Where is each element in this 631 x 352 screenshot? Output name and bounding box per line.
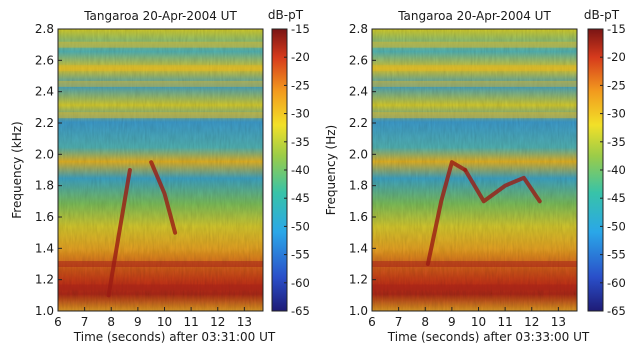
x-tick-label: 8	[107, 315, 115, 329]
y-tick-label: 2.6	[35, 53, 54, 67]
colorbar-tick-label: -45	[607, 191, 626, 205]
spectrogram-panel-right: 1.0 1.2 1.4 1.6 1.8 2.0 2.2 2.4 2.6 2.8 6 7 8 9 10 11 12…	[324, 8, 626, 344]
colorbar-tick-label: -15	[291, 22, 310, 36]
y-tick-label: 1.0	[349, 304, 368, 318]
y-tick-label: 1.8	[349, 179, 368, 193]
colorbar-tick-label: -15	[607, 22, 626, 36]
x-tick-label: 13	[237, 315, 252, 329]
colorbar-tick-label: -65	[607, 304, 626, 318]
horizontal-band	[58, 112, 263, 119]
heatmap-background	[58, 29, 263, 311]
x-axis-label: Time (seconds) after 03:31:00 UT	[73, 330, 276, 344]
y-tick-label: 2.4	[349, 85, 368, 99]
y-tick-label: 2.4	[35, 85, 54, 99]
y-tick-label: 1.4	[349, 241, 368, 255]
plot-frame	[57, 28, 264, 312]
plot-frame	[371, 28, 578, 312]
colorbar-tick-label: -35	[607, 135, 626, 149]
y-tick-label: 1.2	[349, 273, 368, 287]
second-tone-trace	[149, 160, 178, 235]
y-tick-label: 2.2	[35, 116, 54, 130]
x-tick-label: 12	[524, 315, 539, 329]
colorbar-tick-label: -60	[291, 276, 310, 290]
colorbar-label: dB-pT	[584, 8, 620, 22]
y-tick-label: 2.8	[349, 22, 368, 36]
y-axis-label: Frequency (Hz)	[324, 125, 338, 216]
horizontal-band	[58, 80, 263, 87]
y-tick-label: 2.8	[35, 22, 54, 36]
y-tick-label: 2.0	[35, 147, 54, 161]
y-tick-label: 1.6	[349, 210, 368, 224]
colorbar-tick-label: -40	[607, 163, 626, 177]
horizontal-band	[58, 65, 263, 72]
colorbar-tick-label: -60	[607, 276, 626, 290]
x-tick-label: 10	[471, 315, 486, 329]
x-tick-label: 6	[54, 315, 62, 329]
horizontal-band	[372, 112, 577, 119]
colorbar-tick-label: -25	[607, 78, 626, 92]
rising-tone-trace	[106, 168, 132, 298]
second-tone-trace	[463, 168, 542, 204]
x-tick-label: 7	[81, 315, 89, 329]
x-tick-label: 6	[368, 315, 376, 329]
x-tick-label: 9	[134, 315, 142, 329]
y-tick-label: 1.6	[35, 210, 54, 224]
x-tick-label: 12	[210, 315, 225, 329]
colorbar-tick-label: -55	[607, 248, 626, 262]
x-tick-label: 13	[551, 315, 566, 329]
x-tick-label: 11	[183, 315, 198, 329]
y-tick-label: 2.6	[349, 53, 368, 67]
x-tick-label: 10	[157, 315, 172, 329]
colorbar-label: dB-pT	[268, 8, 304, 22]
x-tick-label: 11	[497, 315, 512, 329]
colorbar-tick-label: -40	[291, 163, 310, 177]
colorbar-tick-label: -25	[291, 78, 310, 92]
x-axis-label: Time (seconds) after 03:33:00 UT	[387, 330, 590, 344]
y-tick-label: 2.0	[349, 147, 368, 161]
y-tick-label: 1.4	[35, 241, 54, 255]
y-tick-label: 1.0	[35, 304, 54, 318]
colorbar-tick-label: -20	[607, 50, 626, 64]
horizontal-band	[58, 41, 263, 48]
colorbar-tick-label: -55	[291, 248, 310, 262]
rising-tone-trace	[425, 160, 468, 266]
horizontal-band	[372, 65, 577, 72]
horizontal-band	[372, 261, 577, 267]
y-axis-label: Frequency (kHz)	[10, 121, 24, 218]
horizontal-band	[58, 261, 263, 267]
colorbar-tick-label: -30	[607, 107, 626, 121]
x-tick-label: 8	[421, 315, 429, 329]
y-tick-label: 2.2	[349, 116, 368, 130]
colorbar-tick-label: -35	[291, 135, 310, 149]
colorbar-tick-label: -50	[291, 219, 310, 233]
spectrogram-panel-left: 1.0 1.2 1.4 1.6 1.8 2.0 2.2 2.4 2.6 2.8 6 7 8 9 10 11 12…	[10, 8, 310, 344]
chart-title: Tangaroa 20-Apr-2004 UT	[397, 9, 551, 23]
colorbar-tick-label: -30	[291, 107, 310, 121]
chart-title: Tangaroa 20-Apr-2004 UT	[83, 9, 237, 23]
horizontal-band	[58, 284, 263, 291]
horizontal-band	[372, 80, 577, 87]
horizontal-band	[372, 41, 577, 48]
x-tick-label: 9	[448, 315, 456, 329]
x-tick-label: 7	[395, 315, 403, 329]
y-tick-label: 1.2	[35, 273, 54, 287]
y-tick-label: 1.8	[35, 179, 54, 193]
colorbar-tick-label: -65	[291, 304, 310, 318]
heatmap-background	[372, 29, 577, 311]
colorbar-tick-label: -45	[291, 191, 310, 205]
horizontal-band	[372, 284, 577, 291]
colorbar-tick-label: -50	[607, 219, 626, 233]
colorbar-tick-label: -20	[291, 50, 310, 64]
